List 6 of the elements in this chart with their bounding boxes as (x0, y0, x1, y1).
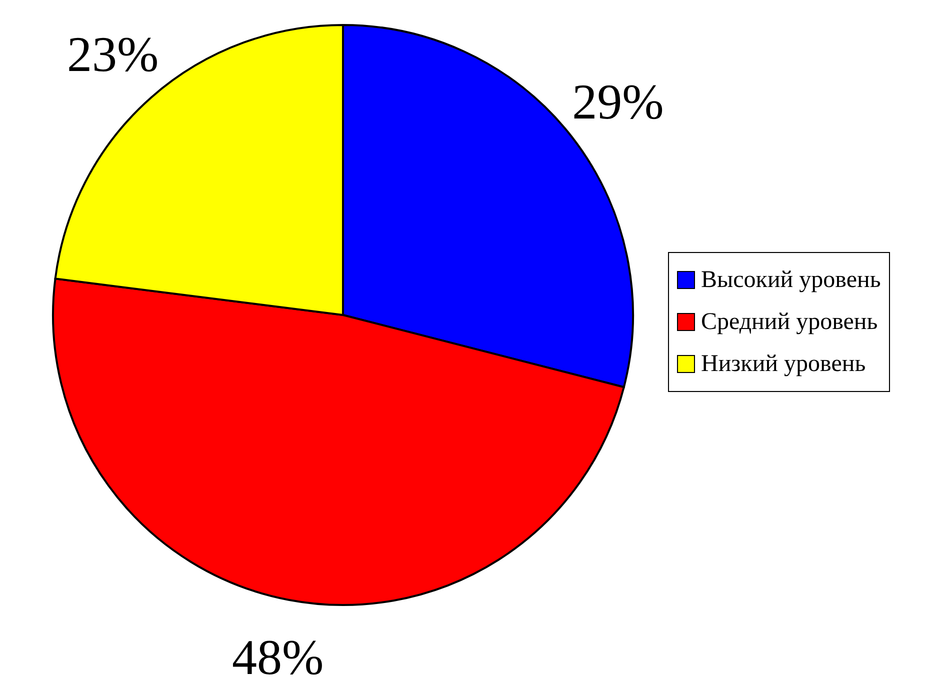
data-label: 29% (572, 74, 664, 130)
data-label: 23% (67, 26, 159, 82)
legend-label: Низкий уровень (701, 350, 866, 378)
legend-label: Высокий уровень (701, 266, 881, 294)
data-label: 48% (232, 628, 324, 685)
legend-label: Средний уровень (701, 308, 878, 336)
